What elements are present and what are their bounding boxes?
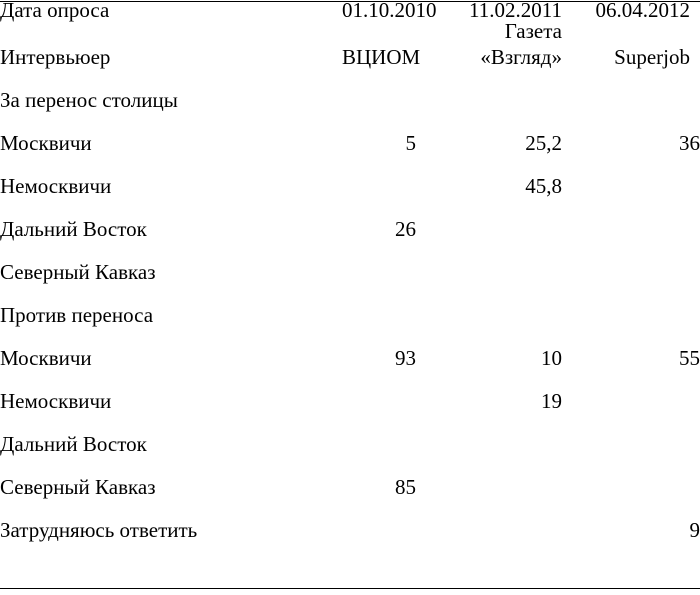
table-row: Затрудняюсь ответить 9 [0,498,700,541]
cell-vciom [342,369,416,412]
table-row: Против переноса [0,283,700,326]
table-row: Дальний Восток [0,412,700,455]
cell-superjob: 36 [679,131,700,155]
table-row: Северный Кавказ [0,240,700,283]
cell-vzglyad [416,68,562,111]
cell-vciom: 26 [395,217,416,241]
row-sub-label: Северный Кавказ [0,260,156,284]
table-top-rule [0,1,700,2]
header-interviewer-label: Интервьюер [0,45,111,69]
table-row: Северный Кавказ 85 [0,455,700,498]
table-bottom-rule [0,588,700,589]
table-row: Москвичи 5 25,2 36 [0,111,700,154]
cell-superjob [562,197,700,240]
cell-vciom: 5 [405,131,417,155]
cell-superjob [562,369,700,412]
row-sub-label: Немосквичи [0,174,112,198]
table-row: Немосквичи 45,8 [0,154,700,197]
cell-vzglyad: 45,8 [525,174,562,198]
table-header: Дата опроса 01.10.2010 11.02.2011 06.04.… [0,0,700,68]
header-date-vciom: 01.10.2010 [342,0,437,22]
cell-vciom [342,240,416,283]
header-interviewer-vzglyad: Газета «Взгляд» [416,21,562,68]
header-interviewer-superjob: Superjob [614,45,690,69]
cell-vciom [342,283,416,326]
table-row: Немосквичи 19 [0,369,700,412]
cell-vciom [342,154,416,197]
cell-vzglyad [416,283,562,326]
table-body: За перенос столицы Москвичи 5 25,2 36 Немоскв… [0,68,700,541]
table-row: Москвичи 93 10 55 [0,326,700,369]
row-sub-label: Дальний Восток [0,432,147,456]
header-interviewer-vciom: ВЦИОМ [342,45,421,69]
cell-superjob [562,455,700,498]
cell-superjob: 9 [689,518,700,542]
cell-vzglyad [416,412,562,455]
row-sub-label: Москвичи [0,346,92,370]
cell-vzglyad: 10 [541,346,562,370]
row-sub-label: Немосквичи [0,389,112,413]
cell-superjob [562,240,700,283]
header-date-vzglyad: 11.02.2011 [469,0,562,22]
cell-superjob [562,283,700,326]
row-sub-label: Дальний Восток [0,217,147,241]
header-row-date: Дата опроса 01.10.2010 11.02.2011 06.04.… [0,0,700,21]
header-vzglyad-line1: Газета [504,19,562,43]
cell-superjob: 55 [679,346,700,370]
header-vzglyad-line2: «Взгляд» [480,45,562,69]
row-group-label: Затрудняюсь ответить [0,518,198,542]
header-date-label: Дата опроса [0,0,110,22]
table-row: Дальний Восток 26 [0,197,700,240]
cell-vciom: 93 [395,346,416,370]
row-group-label: Против переноса [0,303,154,327]
cell-vciom [342,68,416,111]
table-row: За перенос столицы [0,68,700,111]
header-date-superjob: 06.04.2012 [595,0,691,22]
cell-vzglyad: 25,2 [525,131,562,155]
row-sub-label: Северный Кавказ [0,475,156,499]
row-sub-label: Москвичи [0,131,92,155]
row-group-label: За перенос столицы [0,88,178,112]
cell-superjob [562,154,700,197]
cell-vzglyad [416,455,562,498]
cell-vciom [342,498,416,541]
survey-results-table: Дата опроса 01.10.2010 11.02.2011 06.04.… [0,0,700,541]
header-vzglyad-stack: Газета «Взгляд» [416,21,562,68]
cell-vciom: 85 [395,475,416,499]
cell-superjob [562,412,700,455]
header-row-interviewer: Интервьюер ВЦИОМ Газета «Взгляд» Superjo… [0,21,700,68]
cell-vzglyad [416,240,562,283]
cell-superjob [562,68,700,111]
cell-vzglyad: 19 [541,389,562,413]
cell-vciom [342,412,416,455]
cell-vzglyad [416,498,562,541]
cell-vzglyad [416,197,562,240]
